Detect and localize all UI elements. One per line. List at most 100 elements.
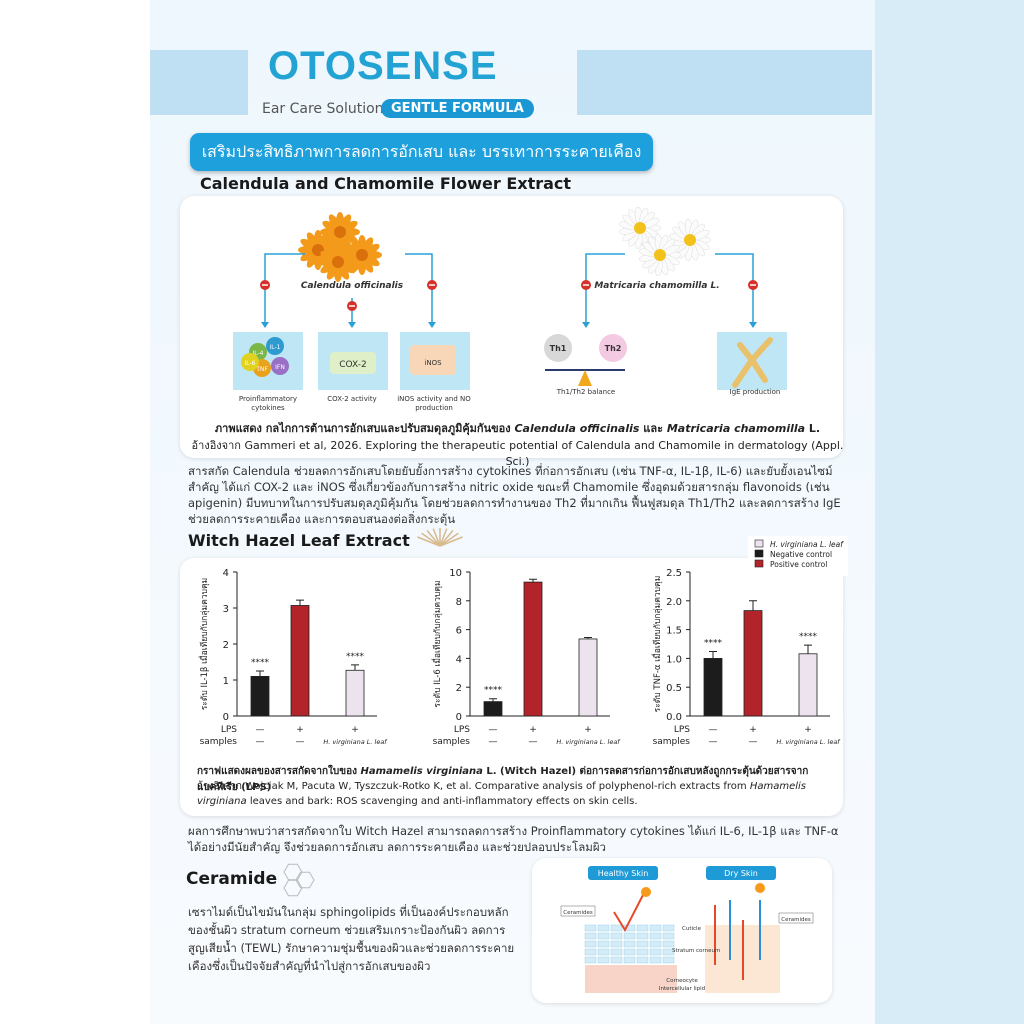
label: Ceramides [781, 917, 811, 923]
arrow [264, 253, 305, 322]
caption-text: Hamamelis virginiana [360, 766, 483, 777]
th2 [599, 334, 627, 362]
chart-card [180, 558, 843, 816]
label: Intercellular lipid [659, 986, 705, 992]
y-tick-label: 8 [456, 597, 462, 608]
x-row-value: — [709, 737, 718, 747]
label: IL-1 [270, 344, 281, 351]
x-row-value: — [749, 737, 758, 747]
significance: **** [799, 632, 818, 642]
x-row-value: H. virginiana L. leaf [323, 738, 388, 746]
section-heading: Ceramide [186, 869, 278, 889]
cell [597, 924, 610, 932]
error-bar [489, 698, 497, 702]
flower-center [334, 226, 346, 238]
y-axis-label: ระดับ IL-6 เมื่อเทียบกับกลุ่มควบคุม [431, 580, 443, 707]
cox-box [330, 352, 376, 374]
petal [306, 251, 319, 268]
caption-text: L. (Witch Hazel) ต่อการลดสารก่อการอักเสบ… [197, 766, 809, 793]
label: Calendula officinalis [301, 281, 404, 291]
petal [319, 238, 336, 251]
chart-reference: อ้างอิงจาก Wojciak M, Pacuta W, Tyszczuk… [197, 779, 837, 809]
flower-center [684, 234, 696, 246]
panel-label-wrap: iNOS activity and NO production [397, 395, 471, 412]
side-strip [875, 0, 1024, 1024]
x-row-value: — [709, 725, 718, 735]
x-row-label: samples [433, 737, 471, 747]
y-tick-label: 10 [449, 568, 462, 579]
cell [610, 956, 623, 964]
x-row-value: + [584, 725, 592, 735]
legend-box [748, 536, 848, 576]
error-bar [749, 600, 757, 611]
label: iNOS [424, 359, 442, 367]
cell [662, 924, 675, 932]
legend-label: Negative control [770, 550, 832, 559]
reference-text: Hamamelis virginiana [197, 781, 807, 807]
cell [610, 940, 623, 948]
label: Th2 [605, 344, 622, 353]
cell [623, 956, 636, 964]
cell [649, 932, 662, 940]
deco-block [577, 50, 872, 115]
callout [560, 905, 596, 917]
label: Stratum corneum [672, 948, 720, 954]
panel-label: Proinflammatory cytokines [238, 395, 298, 412]
section-heading: Witch Hazel Leaf Extract [188, 531, 410, 550]
petal [363, 254, 380, 267]
banner: เสริมประสิทธิภาพการลดการอักเสบ และ บรรเท… [190, 133, 653, 171]
hex-icon [295, 871, 315, 889]
x-row-value: — [489, 737, 498, 747]
tag-healthy [588, 866, 658, 880]
x-row-label: samples [653, 737, 691, 747]
panel-label-wrap: Proinflammatory cytokines [238, 395, 298, 412]
petal [326, 263, 339, 280]
cell [636, 940, 649, 948]
y-axis-label: ระดับ IL-1β เมื่อเทียบกับกลุ่มควบคุม [198, 578, 210, 711]
cell [610, 924, 623, 932]
y-tick-label: 3 [223, 604, 229, 615]
arrow [585, 253, 625, 322]
sprig [439, 532, 459, 547]
y-tick-label: 1 [223, 676, 229, 687]
error-bar [351, 664, 359, 671]
label: IL-6 [245, 360, 256, 367]
cell [584, 940, 597, 948]
x-row-value: — [489, 725, 498, 735]
hex-icon [283, 879, 303, 897]
label: Ceramides [563, 910, 593, 916]
antibody [732, 337, 773, 388]
sprig [426, 529, 441, 547]
caption-text: และ [639, 422, 667, 435]
flower-center [654, 249, 666, 261]
reference-text: อ้างอิงจาก Wojciak M, Pacuta W, Tyszczuk… [197, 781, 750, 792]
cell [636, 956, 649, 964]
sun [755, 883, 765, 893]
arrow-head [749, 322, 757, 328]
x-row-value: — [529, 737, 538, 747]
petal [339, 261, 356, 274]
error-bar [804, 644, 812, 654]
tagline: Ear Care Solution [262, 101, 384, 117]
arrow [715, 253, 754, 322]
bar [523, 581, 543, 717]
cell [597, 956, 610, 964]
sprig [439, 536, 463, 547]
cell [584, 924, 597, 932]
petal [317, 232, 330, 249]
th1 [544, 334, 572, 362]
label: Cuticle [682, 926, 702, 932]
y-tick-label: 0.5 [666, 683, 682, 694]
y-tick-label: 0.0 [666, 712, 682, 723]
legend-swatch [754, 549, 764, 558]
skin-card [532, 858, 832, 1003]
paragraph: สารสกัด Calendula ช่วยลดการอักเสบโดยยับย… [188, 464, 841, 526]
label: Th1 [550, 344, 567, 353]
y-tick-label: 4 [456, 654, 462, 665]
caption-text: Matricaria chamomilla [666, 422, 806, 435]
paragraph: เซราไมด์เป็นไขมันในกลุ่ม sphingolipids ท… [188, 905, 515, 973]
error-bar [529, 578, 537, 583]
bar [578, 638, 598, 717]
petal [339, 214, 352, 231]
cell [662, 940, 675, 948]
